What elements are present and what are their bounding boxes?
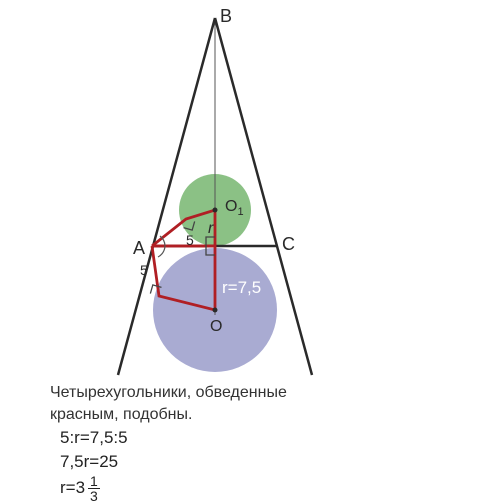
caption-line2: красным, подобны. (50, 404, 287, 426)
label-5-top: 5 (186, 232, 194, 248)
equation-3: r=313 (60, 474, 100, 503)
label-O: O (210, 318, 222, 336)
label-C: C (282, 234, 295, 255)
caption-text: Четырехугольники, обведенные красным, по… (50, 382, 287, 427)
point-O (213, 308, 218, 313)
label-5-side: 5 (140, 262, 148, 278)
angle-arc-icon (158, 246, 165, 257)
label-r75: r=7,5 (222, 278, 261, 298)
label-r-small: r (208, 220, 213, 238)
label-A: A (133, 238, 145, 259)
equation-2: 7,5r=25 (60, 452, 118, 472)
point-O1 (213, 208, 218, 213)
label-B: B (220, 6, 232, 27)
caption-line1: Четырехугольники, обведенные (50, 382, 287, 404)
label-O1: O1 (225, 198, 244, 218)
equation-1: 5:r=7,5:5 (60, 428, 128, 448)
geometry-diagram (0, 0, 500, 390)
